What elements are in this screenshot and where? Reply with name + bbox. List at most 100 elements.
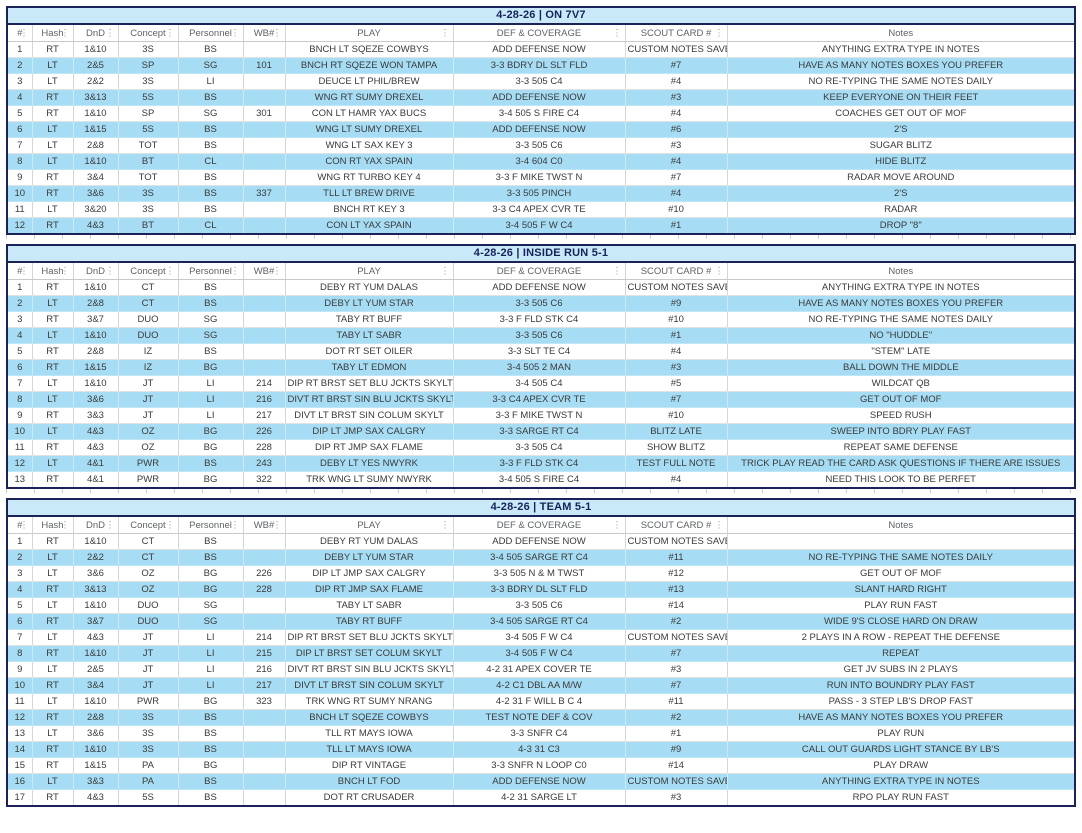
cell[interactable]: DOT RT CRUSADER bbox=[285, 789, 454, 805]
cell[interactable]: RT bbox=[32, 343, 74, 360]
cell[interactable]: 5S bbox=[118, 89, 179, 106]
cell[interactable]: 4&1 bbox=[73, 471, 119, 487]
cell[interactable]: DIVT LT BRST SIN COLUM SKYLT bbox=[285, 407, 454, 424]
cell[interactable]: DEBY LT YUM STAR bbox=[285, 295, 454, 312]
cell[interactable]: #3 bbox=[625, 661, 728, 678]
cell[interactable]: ADD DEFENSE NOW bbox=[453, 89, 626, 106]
cell[interactable]: TLL LT BREW DRIVE bbox=[285, 185, 454, 202]
cell[interactable]: 3&3 bbox=[73, 407, 119, 424]
cell[interactable]: BS bbox=[178, 279, 244, 296]
cell[interactable]: WNG LT SAX KEY 3 bbox=[285, 137, 454, 154]
cell[interactable]: PWR bbox=[118, 471, 179, 487]
cell[interactable]: LT bbox=[32, 391, 74, 408]
row-number-cell[interactable]: 12 bbox=[8, 709, 33, 726]
cell[interactable]: 1&10 bbox=[73, 741, 119, 758]
cell[interactable]: IZ bbox=[118, 359, 179, 376]
cell[interactable]: DIVT RT BRST SIN BLU JCKTS SKYLT bbox=[285, 661, 454, 678]
row-number-cell[interactable]: 5 bbox=[8, 343, 33, 360]
row-number-cell[interactable]: 5 bbox=[8, 105, 33, 122]
cell[interactable]: DOT RT SET OILER bbox=[285, 343, 454, 360]
cell[interactable]: NEED THIS LOOK TO BE PERFET bbox=[727, 471, 1074, 487]
row-number-cell[interactable]: 3 bbox=[8, 73, 33, 90]
cell[interactable]: #3 bbox=[625, 137, 728, 154]
cell[interactable]: TABY LT EDMON bbox=[285, 359, 454, 376]
cell[interactable]: DEBY RT YUM DALAS bbox=[285, 533, 454, 550]
cell[interactable]: #11 bbox=[625, 549, 728, 566]
row-number-cell[interactable]: 8 bbox=[8, 391, 33, 408]
cell[interactable] bbox=[243, 789, 286, 805]
column-header-wb[interactable]: WB# ⋮ bbox=[243, 263, 286, 280]
cell[interactable]: SG bbox=[178, 57, 244, 74]
cell[interactable]: #12 bbox=[625, 565, 728, 582]
cell[interactable]: TEST FULL NOTE bbox=[625, 455, 728, 472]
cell[interactable]: BS bbox=[178, 185, 244, 202]
cell[interactable]: #4 bbox=[625, 185, 728, 202]
cell[interactable]: JT bbox=[118, 661, 179, 678]
cell[interactable]: ADD DEFENSE NOW bbox=[453, 279, 626, 296]
cell[interactable]: BG bbox=[178, 565, 244, 582]
cell[interactable]: 3-3 505 C6 bbox=[453, 295, 626, 312]
cell[interactable]: ADD DEFENSE NOW bbox=[453, 121, 626, 138]
cell[interactable] bbox=[243, 311, 286, 328]
cell[interactable]: #4 bbox=[625, 153, 728, 170]
cell[interactable]: 214 bbox=[243, 629, 286, 646]
cell[interactable]: 3-3 505 C6 bbox=[453, 597, 626, 614]
cell[interactable]: SUGAR BLITZ bbox=[727, 137, 1074, 154]
cell[interactable]: RPO PLAY RUN FAST bbox=[727, 789, 1074, 805]
row-number-cell[interactable]: 9 bbox=[8, 661, 33, 678]
column-menu-kebab-icon[interactable]: ⋮ bbox=[714, 27, 724, 38]
cell[interactable]: ADD DEFENSE NOW bbox=[453, 773, 626, 790]
cell[interactable]: CL bbox=[178, 153, 244, 170]
cell[interactable]: LI bbox=[178, 677, 244, 694]
row-number-cell[interactable]: 4 bbox=[8, 581, 33, 598]
cell[interactable]: RT bbox=[32, 757, 74, 774]
cell[interactable]: DIVT LT BRST SIN COLUM SKYLT bbox=[285, 677, 454, 694]
cell[interactable]: DEBY LT YUM STAR bbox=[285, 549, 454, 566]
cell[interactable]: 5S bbox=[118, 789, 179, 805]
cell[interactable] bbox=[243, 89, 286, 106]
cell[interactable]: #1 bbox=[625, 327, 728, 344]
cell[interactable]: PA bbox=[118, 757, 179, 774]
cell[interactable]: 3&7 bbox=[73, 311, 119, 328]
row-number-cell[interactable]: 11 bbox=[8, 693, 33, 710]
cell[interactable]: BG bbox=[178, 757, 244, 774]
cell[interactable]: BS bbox=[178, 121, 244, 138]
cell[interactable]: 3&13 bbox=[73, 581, 119, 598]
cell[interactable]: #7 bbox=[625, 391, 728, 408]
cell[interactable]: CON RT YAX SPAIN bbox=[285, 153, 454, 170]
cell[interactable]: 2'S bbox=[727, 185, 1074, 202]
column-menu-kebab-icon[interactable]: ⋮ bbox=[714, 519, 724, 530]
cell[interactable]: 3-3 F FLD STK C4 bbox=[453, 455, 626, 472]
column-header-scout-card[interactable]: SCOUT CARD # ⋮ bbox=[625, 263, 728, 280]
cell[interactable]: DIP RT VINTAGE bbox=[285, 757, 454, 774]
cell[interactable]: CON LT HAMR YAX BUCS bbox=[285, 105, 454, 122]
cell[interactable]: BT bbox=[118, 153, 179, 170]
row-number-cell[interactable]: 11 bbox=[8, 201, 33, 218]
column-menu-kebab-icon[interactable]: ⋮ bbox=[272, 519, 282, 530]
cell[interactable]: #13 bbox=[625, 581, 728, 598]
cell[interactable]: LI bbox=[178, 391, 244, 408]
cell[interactable]: RT bbox=[32, 709, 74, 726]
cell[interactable]: 1&10 bbox=[73, 693, 119, 710]
cell[interactable]: NO RE-TYPING THE SAME NOTES DAILY bbox=[727, 549, 1074, 566]
row-number-cell[interactable]: 14 bbox=[8, 741, 33, 758]
row-number-cell[interactable]: 6 bbox=[8, 359, 33, 376]
cell[interactable]: BLITZ LATE bbox=[625, 423, 728, 440]
column-menu-kebab-icon[interactable]: ⋮ bbox=[19, 519, 29, 530]
cell[interactable]: 4&3 bbox=[73, 789, 119, 805]
row-number-cell[interactable]: 13 bbox=[8, 471, 33, 487]
cell[interactable]: 3S bbox=[118, 185, 179, 202]
cell[interactable]: #7 bbox=[625, 677, 728, 694]
cell[interactable]: REPEAT bbox=[727, 645, 1074, 662]
cell[interactable]: BS bbox=[178, 549, 244, 566]
cell[interactable]: 3&13 bbox=[73, 89, 119, 106]
row-number-cell[interactable]: 12 bbox=[8, 217, 33, 233]
row-number-cell[interactable]: 7 bbox=[8, 137, 33, 154]
cell[interactable]: #7 bbox=[625, 57, 728, 74]
cell[interactable]: RT bbox=[32, 279, 74, 296]
cell[interactable]: CUSTOM NOTES SAVE bbox=[625, 279, 728, 296]
cell[interactable]: WNG LT SUMY DREXEL bbox=[285, 121, 454, 138]
column-header-concept[interactable]: Concept ⋮ bbox=[118, 25, 179, 42]
column-header-hash[interactable]: Hash ⋮ bbox=[32, 25, 74, 42]
cell[interactable]: OZ bbox=[118, 565, 179, 582]
